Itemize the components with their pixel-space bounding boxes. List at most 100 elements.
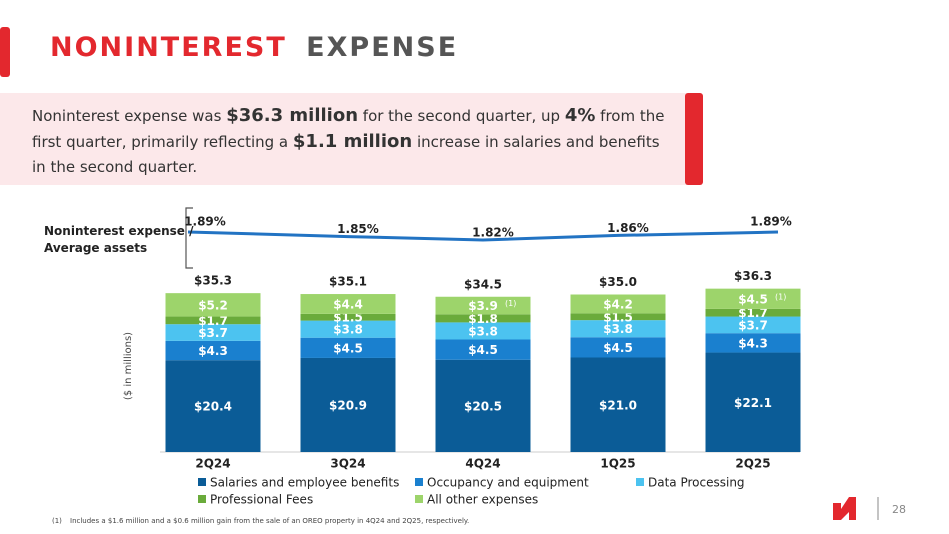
legend-swatch bbox=[198, 478, 206, 486]
value-label: $1.5 bbox=[333, 311, 363, 325]
chart: $20.4$4.3$3.7$1.7$5.2$35.32Q24$20.9$4.5$… bbox=[165, 215, 801, 507]
legend-swatch bbox=[636, 478, 644, 486]
bar-segment bbox=[570, 313, 666, 321]
bar-segment bbox=[570, 320, 666, 338]
value-label: $4.3 bbox=[198, 344, 228, 358]
ratio-label: 1.85% bbox=[337, 222, 379, 236]
bar-segment bbox=[570, 337, 666, 358]
bar-segment bbox=[570, 357, 666, 452]
value-label: $4.5 bbox=[468, 343, 498, 357]
legend-label: Occupancy and equipment bbox=[427, 476, 589, 490]
logo bbox=[833, 497, 856, 520]
value-label: $1.8 bbox=[468, 312, 498, 326]
ratio-label: 1.82% bbox=[472, 226, 514, 240]
value-label: $3.8 bbox=[468, 324, 498, 338]
ratio-label: 1.89% bbox=[184, 215, 226, 229]
bar-segment bbox=[300, 294, 396, 314]
bar-segment bbox=[705, 316, 801, 334]
callout-text: for the second quarter, up bbox=[358, 107, 565, 125]
value-label: $3.7 bbox=[738, 318, 768, 332]
value-label: $1.7 bbox=[198, 314, 228, 328]
ratio-line bbox=[187, 230, 779, 242]
ratio-label: 1.89% bbox=[750, 215, 792, 229]
bar-segment bbox=[435, 339, 531, 360]
bar-segment bbox=[435, 359, 531, 452]
bar-segment bbox=[300, 320, 396, 338]
value-label: $20.5 bbox=[464, 399, 502, 413]
bar-segment bbox=[165, 316, 261, 325]
title-part: NONINTEREST bbox=[50, 32, 287, 63]
total-label: $34.5 bbox=[464, 277, 502, 291]
ratio-label: 1.86% bbox=[607, 221, 649, 235]
title: NONINTEREST EXPENSE bbox=[50, 32, 458, 63]
bar-segment bbox=[570, 294, 666, 314]
bar-segment bbox=[435, 322, 531, 340]
value-label: $3.7 bbox=[198, 326, 228, 340]
callout-text: increase in salaries and benefits in the… bbox=[32, 133, 660, 176]
bar-segment bbox=[300, 357, 396, 452]
bar-segment bbox=[705, 308, 801, 317]
callout-text: Noninterest expense was bbox=[32, 107, 227, 125]
total-label: $35.3 bbox=[194, 274, 232, 288]
x-tick-label: 2Q24 bbox=[195, 457, 230, 471]
value-label: $21.0 bbox=[599, 398, 637, 412]
value-label: $5.2 bbox=[198, 298, 228, 312]
footnote-marker: (1) bbox=[52, 517, 62, 525]
bar-segment bbox=[435, 314, 531, 323]
note-marker: (1) bbox=[775, 292, 786, 301]
value-label: $22.1 bbox=[734, 396, 772, 410]
bar-segment bbox=[705, 352, 801, 452]
value-label: $4.5 bbox=[603, 341, 633, 355]
bar-segment bbox=[705, 288, 801, 309]
footnote: Includes a $1.6 million and a $0.6 milli… bbox=[70, 517, 469, 525]
note-marker: (1) bbox=[505, 299, 516, 308]
bar-segment bbox=[165, 360, 261, 452]
bar-segment bbox=[435, 296, 531, 315]
legend-label: All other expenses bbox=[427, 493, 538, 507]
x-tick-label: 2Q25 bbox=[735, 457, 770, 471]
total-label: $36.3 bbox=[734, 269, 772, 283]
legend-swatch bbox=[415, 478, 423, 486]
bar-segment bbox=[300, 313, 396, 321]
callout-bar bbox=[685, 93, 703, 185]
legend-swatch bbox=[198, 495, 206, 503]
legend-label: Professional Fees bbox=[210, 493, 313, 507]
x-tick-label: 1Q25 bbox=[600, 457, 635, 471]
callout-text: $36.3 million bbox=[226, 105, 359, 126]
callout: Noninterest expense was $36.3 million fo… bbox=[32, 103, 672, 180]
page-number: 28 bbox=[892, 503, 906, 516]
title-part: EXPENSE bbox=[306, 32, 458, 63]
callout-text: $1.1 million bbox=[292, 131, 413, 152]
y-axis-label: ($ in millions) bbox=[123, 332, 134, 400]
x-tick-label: 4Q24 bbox=[465, 457, 500, 471]
value-label: $1.5 bbox=[603, 310, 633, 324]
value-label: $20.9 bbox=[329, 398, 367, 412]
legend-label: Salaries and employee benefits bbox=[210, 476, 399, 490]
ratio-label: Noninterest expense / Average assets bbox=[44, 224, 194, 255]
value-label: $20.4 bbox=[194, 400, 232, 414]
callout-text: 4% bbox=[564, 105, 596, 126]
bracket bbox=[185, 207, 193, 269]
bar-segment bbox=[300, 337, 396, 358]
value-label: $3.8 bbox=[603, 322, 633, 336]
callout-box bbox=[0, 93, 700, 185]
callout-text: from the first quarter, primarily reflec… bbox=[32, 107, 665, 151]
value-label: $4.5 bbox=[333, 341, 363, 355]
legend-swatch bbox=[415, 495, 423, 503]
value-label: $3.8 bbox=[333, 323, 363, 337]
bar-segment bbox=[165, 340, 261, 361]
value-label: $1.7 bbox=[738, 306, 768, 320]
total-label: $35.0 bbox=[599, 275, 637, 289]
value-label: $4.2 bbox=[603, 297, 633, 311]
bar-segment bbox=[705, 333, 801, 353]
legend-label: Data Processing bbox=[648, 476, 745, 490]
x-tick-label: 3Q24 bbox=[330, 457, 365, 471]
bar-segment bbox=[165, 293, 261, 317]
value-label: $4.3 bbox=[738, 336, 768, 350]
title-tab bbox=[0, 27, 10, 77]
value-label: $4.5 bbox=[738, 292, 768, 306]
total-label: $35.1 bbox=[329, 275, 367, 289]
value-label: $4.4 bbox=[333, 297, 363, 311]
